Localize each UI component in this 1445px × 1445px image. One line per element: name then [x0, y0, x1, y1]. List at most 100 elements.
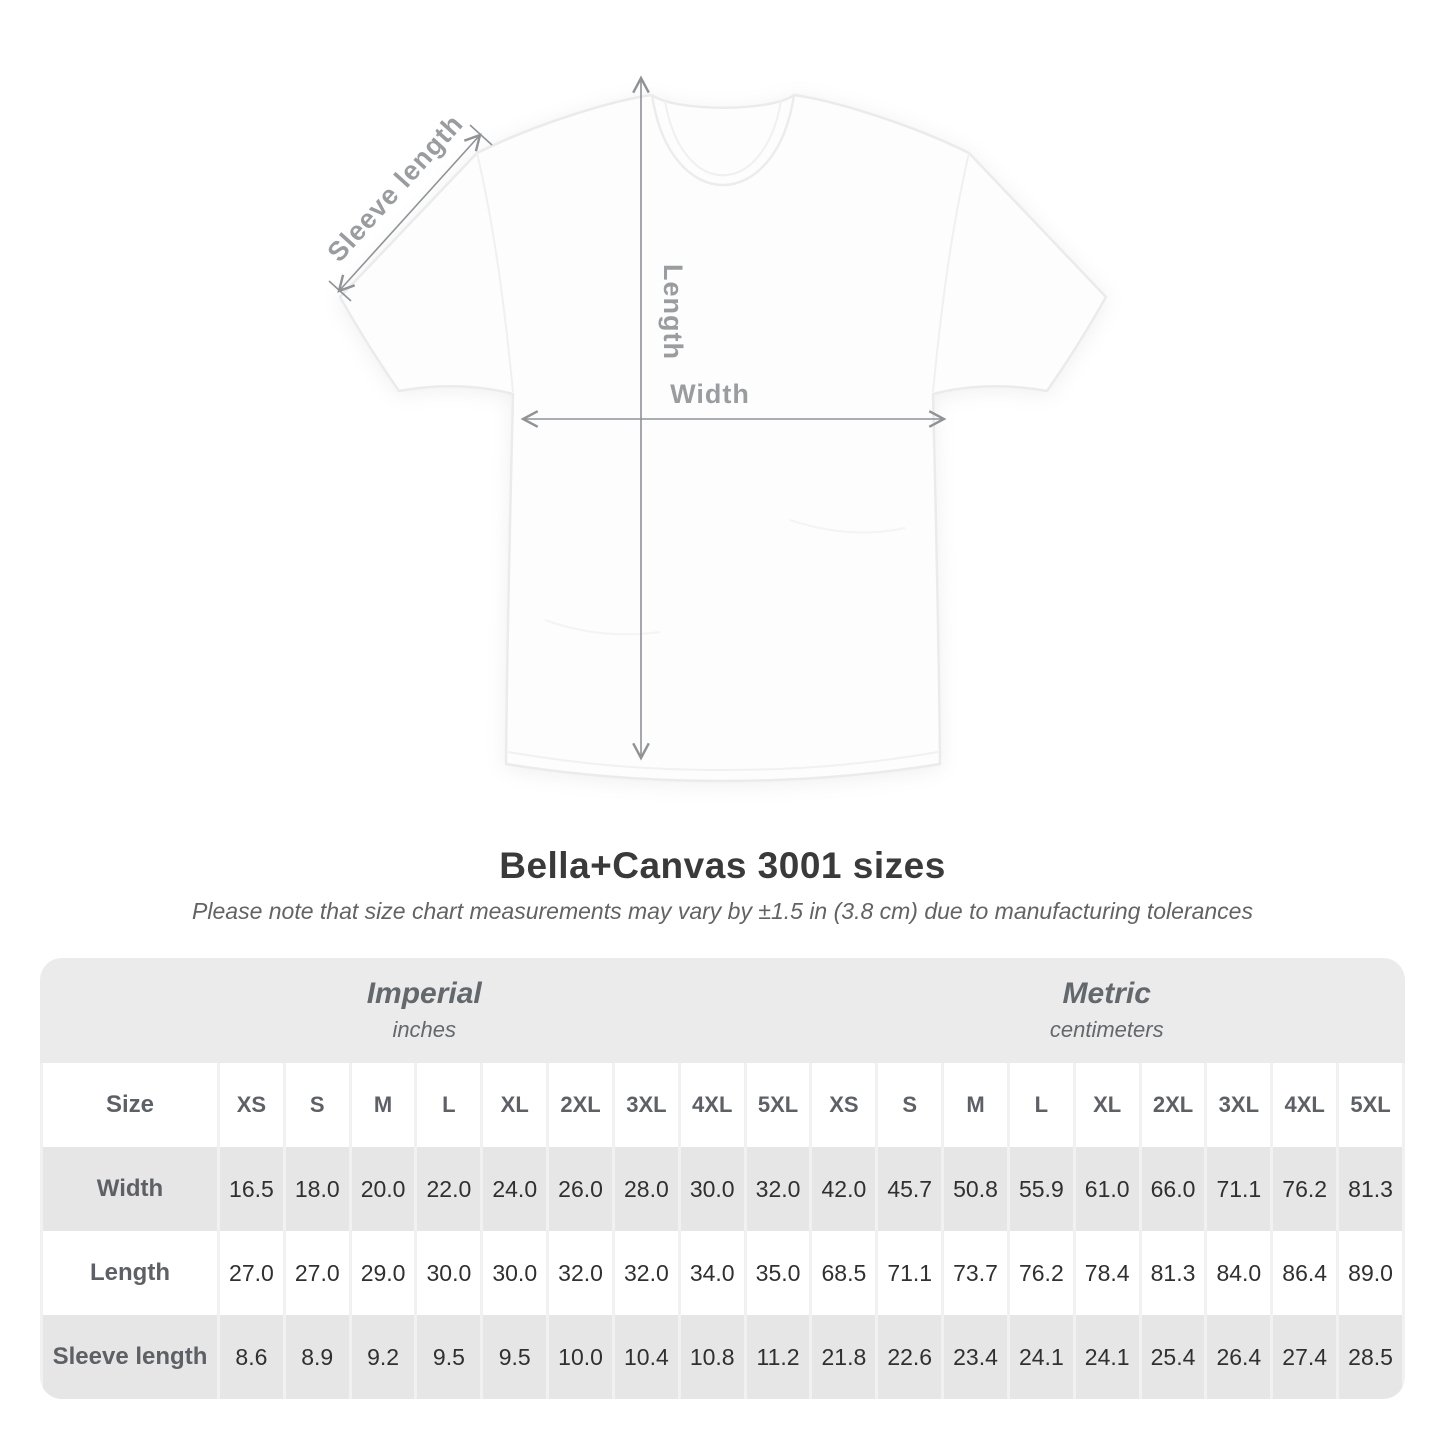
size-header: 3XL [1207, 1063, 1271, 1147]
sleeve-imperial-value: 8.6 [220, 1315, 283, 1399]
size-header: S [285, 1063, 349, 1147]
length-metric-value: 81.3 [1141, 1231, 1205, 1315]
length-metric-value: 68.5 [812, 1231, 876, 1315]
length-metric-value: 76.2 [1009, 1231, 1073, 1315]
tshirt-illustration [338, 93, 1108, 783]
width-metric-value: 42.0 [812, 1147, 876, 1231]
width-imperial-value: 24.0 [483, 1147, 547, 1231]
page-title: Bella+Canvas 3001 sizes [499, 845, 946, 886]
sleeve-metric-value: 24.1 [1075, 1315, 1139, 1399]
tolerance-note: Please note that size chart measurements… [192, 898, 1253, 924]
length-metric-value: 84.0 [1207, 1231, 1271, 1315]
sleeve-imperial-value: 9.5 [417, 1315, 481, 1399]
size-chart-table: Size XS S M L XL 2XL 3XL 4XL 5XL XS S M … [40, 1063, 1405, 1399]
metric-unit-group: Metric centimeters [808, 958, 1405, 1063]
size-header: 4XL [1273, 1063, 1337, 1147]
size-header: L [1009, 1063, 1073, 1147]
metric-label: Metric [1062, 976, 1151, 1010]
width-metric-value: 45.7 [878, 1147, 942, 1231]
sleeve-arrow-end-tick [469, 124, 493, 146]
length-metric-value: 89.0 [1339, 1231, 1402, 1315]
size-header: 4XL [680, 1063, 744, 1147]
length-imperial-value: 27.0 [285, 1231, 349, 1315]
width-metric-value: 71.1 [1207, 1147, 1271, 1231]
length-row-label: Length [43, 1231, 217, 1315]
size-header: XL [483, 1063, 547, 1147]
size-header: M [351, 1063, 415, 1147]
size-header: 2XL [1141, 1063, 1205, 1147]
width-metric-value: 50.8 [944, 1147, 1007, 1231]
length-metric-value: 86.4 [1273, 1231, 1337, 1315]
length-imperial-value: 35.0 [746, 1231, 810, 1315]
sleeve-metric-value: 27.4 [1273, 1315, 1337, 1399]
sleeve-metric-value: 26.4 [1207, 1315, 1271, 1399]
sleeve-metric-value: 28.5 [1339, 1315, 1402, 1399]
sleeve-length-row-label: Sleeve length [43, 1315, 217, 1399]
size-header: L [417, 1063, 481, 1147]
length-imperial-value: 29.0 [351, 1231, 415, 1315]
width-imperial-value: 26.0 [549, 1147, 612, 1231]
width-metric-value: 55.9 [1009, 1147, 1073, 1231]
size-column-header: Size [43, 1063, 217, 1147]
width-imperial-value: 18.0 [285, 1147, 349, 1231]
metric-sublabel: centimeters [1049, 1016, 1164, 1042]
size-header: 5XL [746, 1063, 810, 1147]
width-row-label: Width [43, 1147, 217, 1231]
length-row: Length 27.0 27.0 29.0 30.0 30.0 32.0 32.… [43, 1231, 1402, 1315]
width-imperial-value: 20.0 [351, 1147, 415, 1231]
length-imperial-value: 32.0 [614, 1231, 678, 1315]
width-metric-value: 81.3 [1339, 1147, 1402, 1231]
width-row: Width 16.5 18.0 20.0 22.0 24.0 26.0 28.0… [43, 1147, 1402, 1231]
width-imperial-value: 30.0 [680, 1147, 744, 1231]
sleeve-length-arrow [337, 133, 482, 293]
length-metric-value: 71.1 [878, 1231, 942, 1315]
unit-header-band: Imperial inches Metric centimeters [40, 958, 1405, 1063]
length-imperial-value: 30.0 [483, 1231, 547, 1315]
length-metric-value: 78.4 [1075, 1231, 1139, 1315]
sleeve-length-row: Sleeve length 8.6 8.9 9.2 9.5 9.5 10.0 1… [43, 1315, 1402, 1399]
size-header: XS [220, 1063, 283, 1147]
width-dimension-label: Width [670, 379, 750, 409]
imperial-label: Imperial [366, 976, 482, 1010]
size-header: S [878, 1063, 942, 1147]
width-imperial-value: 22.0 [417, 1147, 481, 1231]
length-metric-value: 73.7 [944, 1231, 1007, 1315]
width-imperial-value: 32.0 [746, 1147, 810, 1231]
sleeve-imperial-value: 10.8 [680, 1315, 744, 1399]
sleeve-imperial-value: 9.2 [351, 1315, 415, 1399]
sleeve-imperial-value: 10.0 [549, 1315, 612, 1399]
sleeve-imperial-value: 11.2 [746, 1315, 810, 1399]
tshirt-measurement-diagram: Length Width Sleeve length [322, 75, 1108, 783]
title-block: Bella+Canvas 3001 sizes Please note that… [0, 845, 1445, 925]
sleeve-imperial-value: 10.4 [614, 1315, 678, 1399]
width-metric-value: 61.0 [1075, 1147, 1139, 1231]
sleeve-arrow-start-tick [328, 280, 352, 302]
sleeve-imperial-value: 9.5 [483, 1315, 547, 1399]
dimension-arrows [328, 75, 947, 761]
width-imperial-value: 28.0 [614, 1147, 678, 1231]
size-header: M [944, 1063, 1007, 1147]
size-header: XS [812, 1063, 876, 1147]
size-header: 2XL [549, 1063, 612, 1147]
size-header-row: Size XS S M L XL 2XL 3XL 4XL 5XL XS S M … [43, 1063, 1402, 1147]
length-imperial-value: 30.0 [417, 1231, 481, 1315]
tshirt-diagram-svg: Length Width Sleeve length [322, 75, 1108, 783]
width-metric-value: 76.2 [1273, 1147, 1337, 1231]
size-header: 5XL [1339, 1063, 1402, 1147]
width-metric-value: 66.0 [1141, 1147, 1205, 1231]
sleeve-metric-value: 25.4 [1141, 1315, 1205, 1399]
sleeve-metric-value: 21.8 [812, 1315, 876, 1399]
size-header: XL [1075, 1063, 1139, 1147]
length-imperial-value: 32.0 [549, 1231, 612, 1315]
length-dimension-label: Length [658, 264, 688, 360]
width-imperial-value: 16.5 [220, 1147, 283, 1231]
imperial-sublabel: inches [392, 1016, 457, 1042]
sleeve-metric-value: 23.4 [944, 1315, 1007, 1399]
length-imperial-value: 34.0 [680, 1231, 744, 1315]
length-imperial-value: 27.0 [220, 1231, 283, 1315]
sleeve-metric-value: 24.1 [1009, 1315, 1073, 1399]
sleeve-metric-value: 22.6 [878, 1315, 942, 1399]
size-header: 3XL [614, 1063, 678, 1147]
sleeve-imperial-value: 8.9 [285, 1315, 349, 1399]
imperial-unit-group: Imperial inches [40, 958, 808, 1063]
